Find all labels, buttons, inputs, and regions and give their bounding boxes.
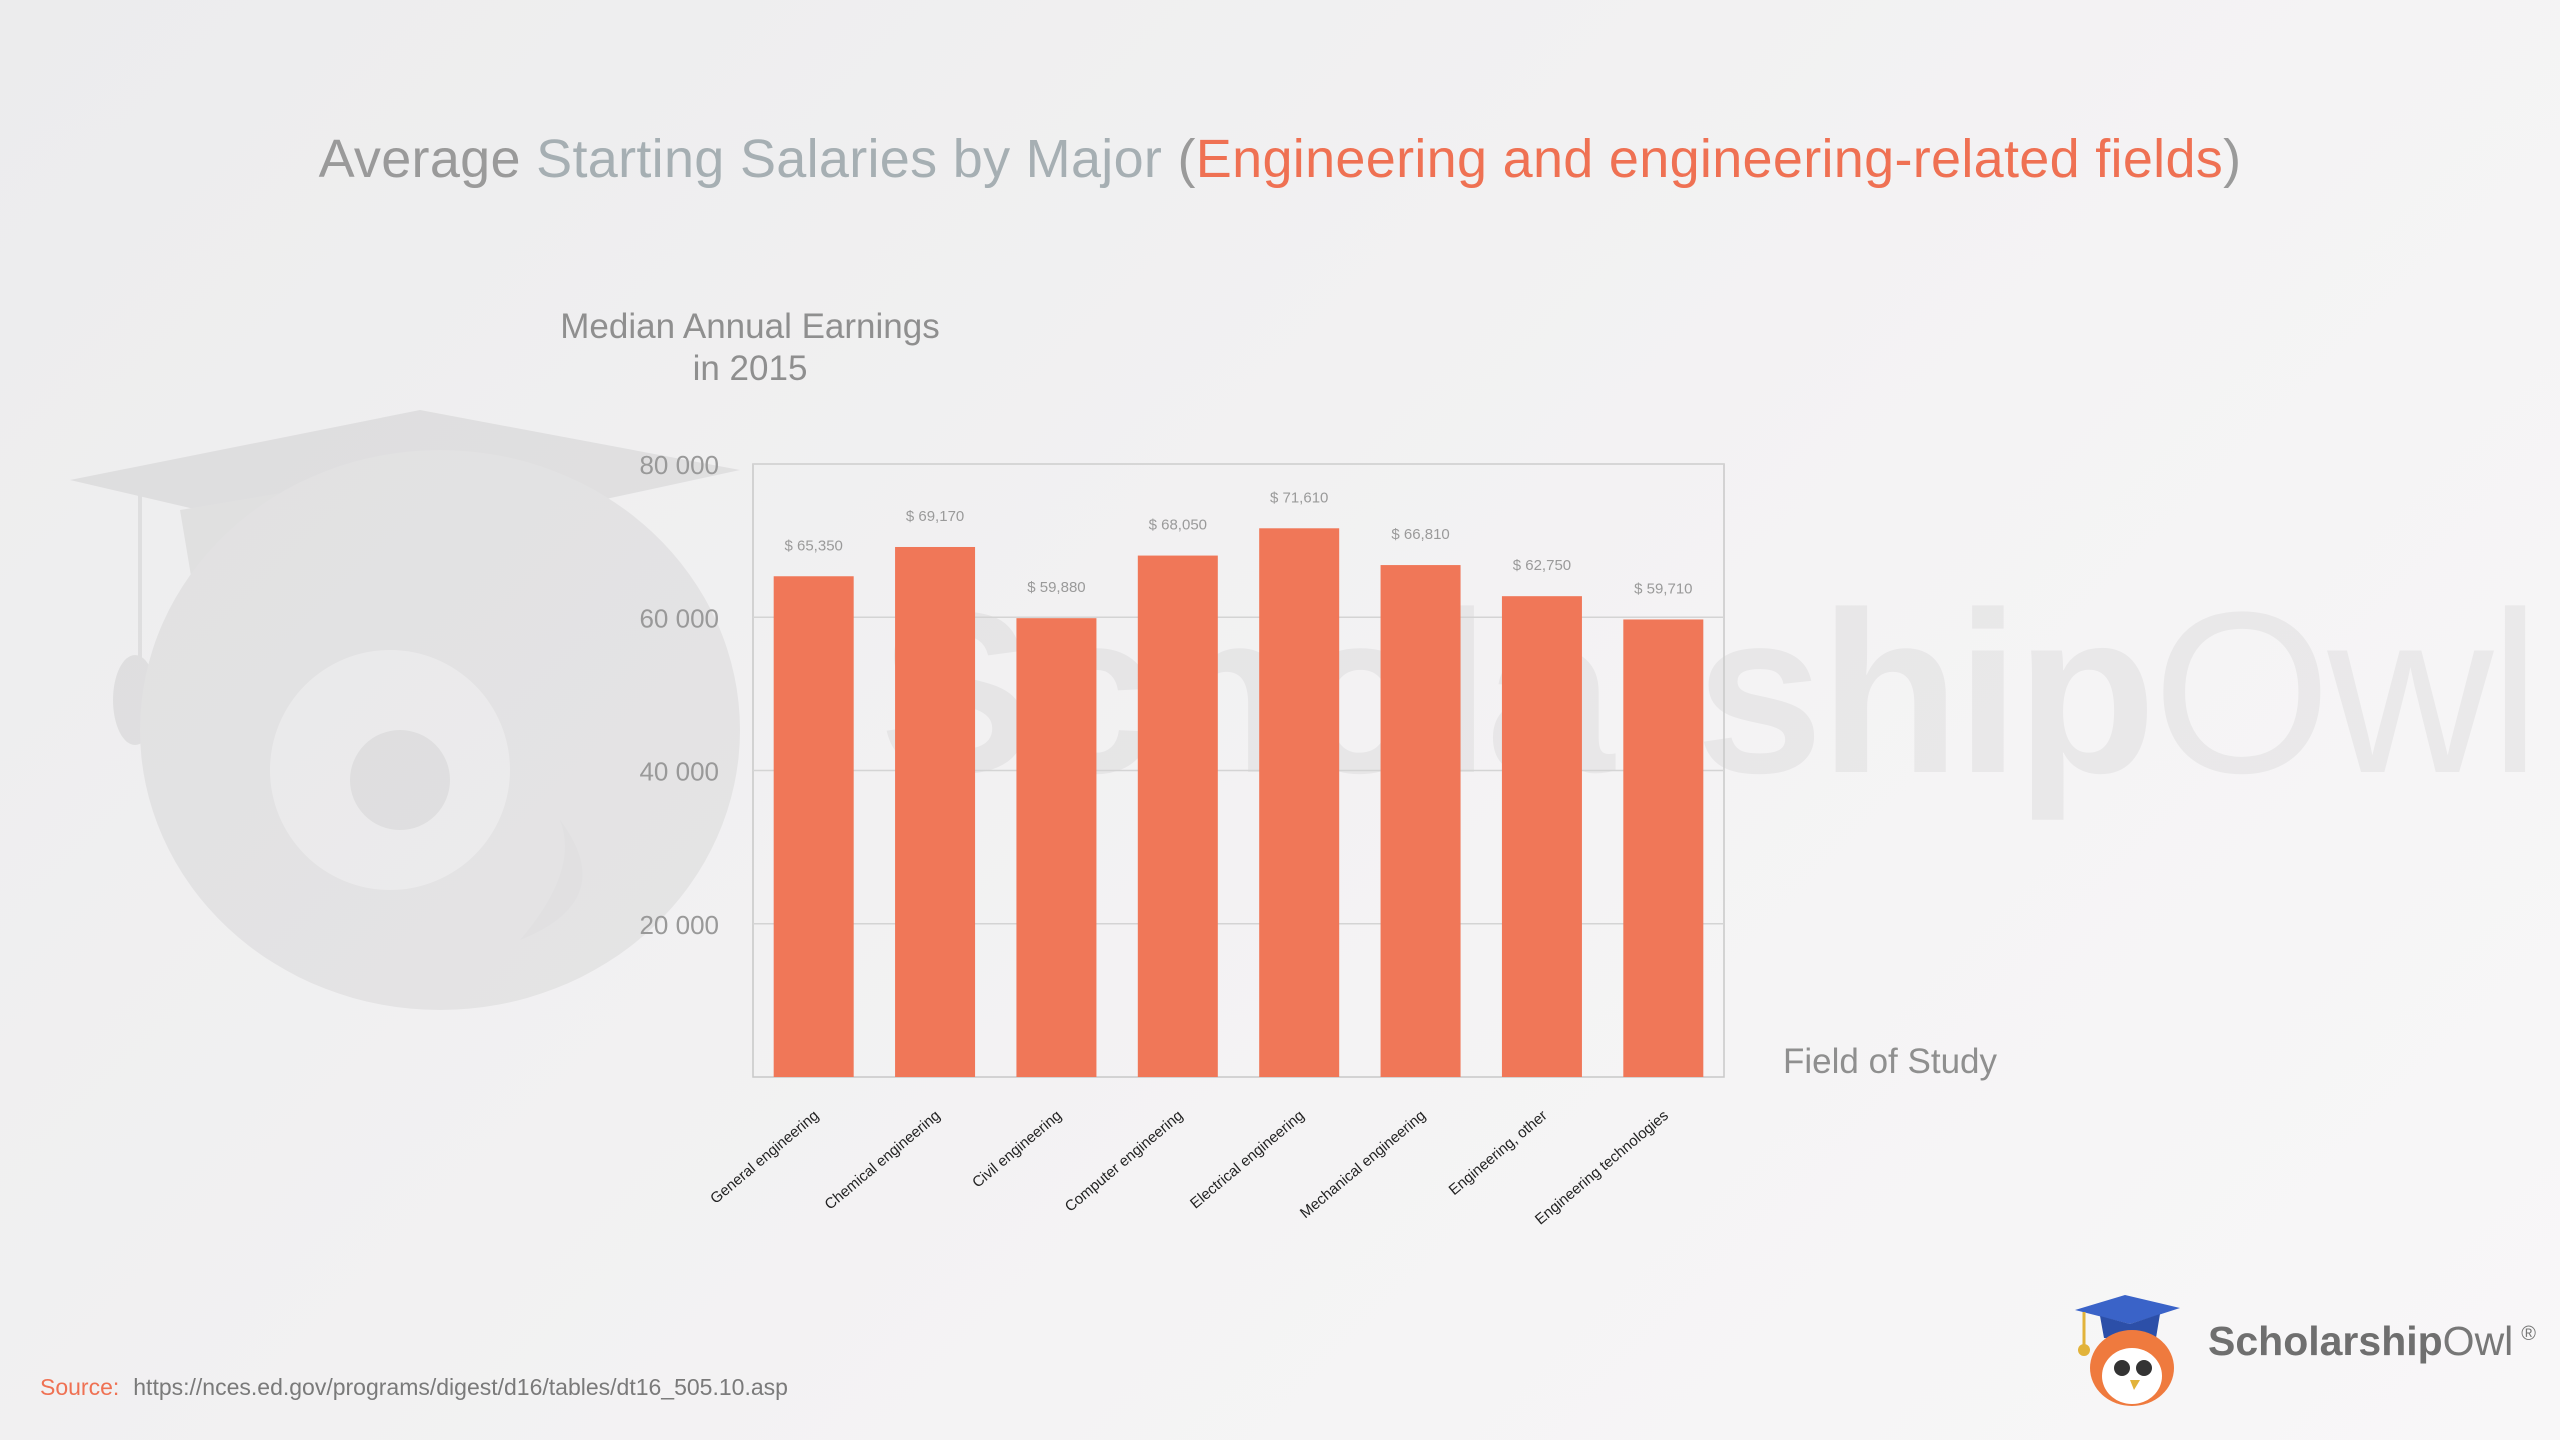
x-category-label: Engineering technologies (1532, 1107, 1672, 1228)
y-axis-label-line2: in 2015 (692, 349, 808, 388)
y-tick-label: 40 000 (639, 757, 719, 787)
x-category-label: Computer engineering (1062, 1107, 1187, 1215)
bar (895, 546, 976, 1077)
x-category-label: Chemical engineering (822, 1107, 944, 1213)
x-category-label: Engineering, other (1446, 1107, 1551, 1199)
owl-logo-icon (2075, 1295, 2180, 1406)
title-part-engineering: Engineering and engineering-related fiel… (1195, 129, 2224, 189)
y-axis-label: Median Annual Earnings in 2015 (500, 306, 1000, 390)
brand-logo-text: ScholarshipOwl ® (2208, 1318, 2537, 1364)
watermark-owl-illustration (70, 410, 740, 1010)
bar (1137, 555, 1218, 1077)
bar (1259, 528, 1340, 1077)
y-tick-label: 20 000 (639, 910, 719, 940)
bar-value-label: $ 69,170 (906, 508, 964, 525)
y-tick-label: 60 000 (639, 603, 719, 633)
title-part-salaries: Starting Salaries by Major (536, 129, 1163, 189)
bar (773, 576, 854, 1077)
title-part-average: Average (318, 129, 537, 189)
x-axis-label: Field of Study (1783, 1042, 1997, 1081)
source-label: Source: (40, 1374, 120, 1400)
bar-value-label: $ 59,880 (1027, 579, 1085, 596)
bar-chart: 20 000 40 000 60 000 80 000 $ 65,350 General … (639, 450, 1725, 1228)
bar-value-label: $ 66,810 (1391, 526, 1449, 543)
bar-value-label: $ 68,050 (1149, 517, 1207, 534)
chart-title: Average Starting Salaries by Major (Engi… (0, 128, 2560, 190)
bar (1380, 565, 1461, 1077)
title-part-paren-close: ) (2223, 129, 2242, 189)
bar-value-label: $ 62,750 (1513, 557, 1571, 574)
bar-value-label: $ 65,350 (784, 537, 842, 554)
y-axis-label-line1: Median Annual Earnings (560, 307, 940, 346)
title-part-paren-open: ( (1162, 129, 1196, 189)
x-category-label: General engineering (707, 1107, 822, 1207)
x-category-label: Mechanical engineering (1297, 1107, 1429, 1222)
source-url[interactable]: https://nces.ed.gov/programs/digest/d16/… (133, 1374, 788, 1400)
source-footer: Source: https://nces.ed.gov/programs/dige… (40, 1374, 788, 1401)
x-category-label: Civil engineering (969, 1107, 1065, 1191)
bar-value-label: $ 59,710 (1634, 580, 1692, 597)
bar (1016, 618, 1097, 1077)
x-category-label: Electrical engineering (1187, 1107, 1308, 1212)
bar (1501, 596, 1582, 1077)
bar-value-label: $ 71,610 (1270, 489, 1328, 506)
y-tick-label: 80 000 (639, 450, 719, 480)
bar (1623, 619, 1704, 1077)
